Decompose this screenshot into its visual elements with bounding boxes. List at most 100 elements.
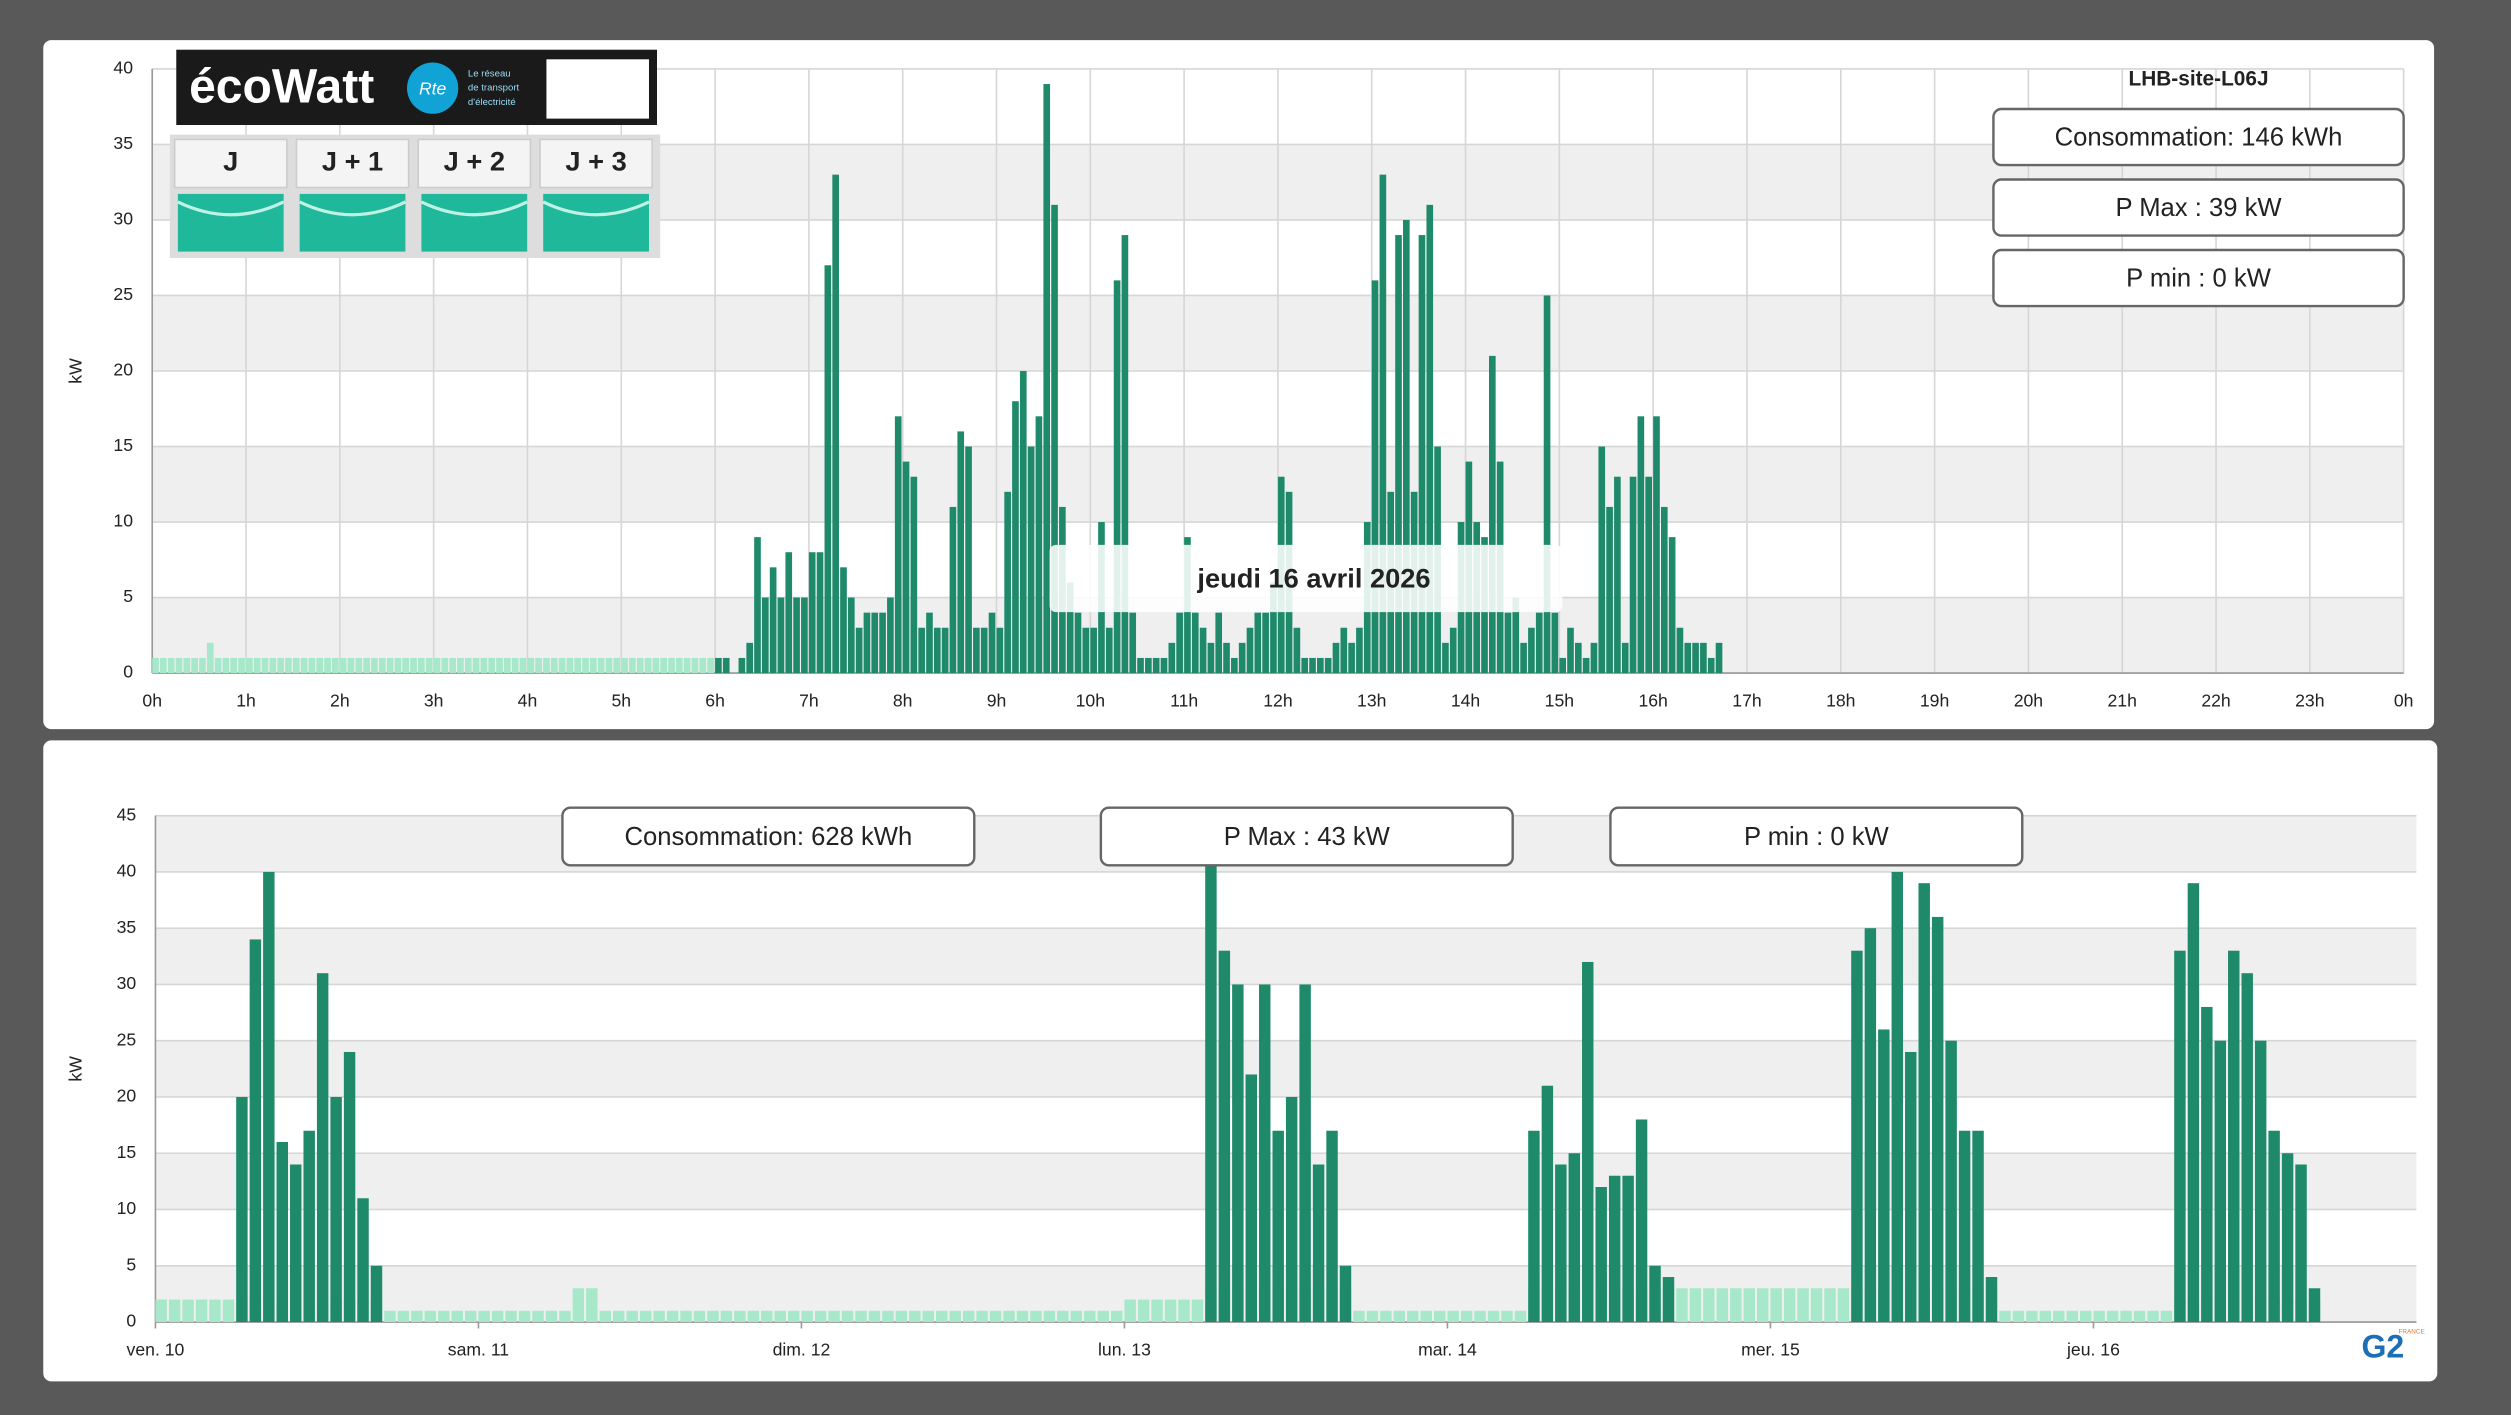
bar	[1958, 1130, 1971, 1323]
bar	[1514, 1310, 1527, 1323]
plots: 0 5 10 15 20 25 30 35 40 0h 1h 2h 3h 4h 5h 6h 7h 8h 9h 10h 1…	[66, 58, 2417, 1360]
x-tick-label: 19h	[1920, 691, 1949, 711]
y-tick-label: 35	[117, 917, 137, 937]
x-tick-label: 1h	[236, 691, 256, 711]
bar	[1689, 1288, 1702, 1323]
x-tick-label: ven. 10	[127, 1340, 185, 1360]
bar	[1191, 1299, 1204, 1323]
bar	[2106, 1310, 2119, 1323]
bar	[2053, 1310, 2065, 1323]
bar	[316, 973, 329, 1323]
y-tick-label: 0	[123, 662, 133, 682]
bar	[504, 657, 511, 674]
bar	[1205, 838, 1217, 1323]
bar	[1645, 476, 1652, 674]
bar	[394, 657, 402, 674]
bar	[1380, 1310, 1392, 1323]
x-tick-label: 20h	[2014, 691, 2043, 711]
bar	[518, 1310, 531, 1323]
x-tick-label: dim. 12	[773, 1340, 831, 1360]
bar	[1635, 1119, 1648, 1323]
bar	[464, 657, 472, 674]
bar	[1668, 537, 1676, 674]
bar	[1931, 916, 1944, 1323]
bar	[738, 657, 746, 674]
bar	[887, 597, 894, 674]
bar	[613, 657, 621, 674]
y-tick-label: 5	[123, 586, 133, 606]
bar	[1420, 1310, 1432, 1323]
bar	[1501, 1310, 1513, 1323]
bar	[292, 657, 300, 674]
bar	[832, 174, 839, 674]
bar	[621, 657, 628, 674]
bar	[599, 1310, 612, 1323]
bar	[1621, 642, 1629, 674]
bar	[785, 552, 793, 674]
bar	[183, 657, 191, 674]
stat-box	[1099, 806, 1514, 867]
bar	[532, 1310, 544, 1323]
bar	[1567, 627, 1574, 674]
bar	[550, 657, 558, 674]
bar	[1348, 642, 1355, 674]
bar	[1246, 627, 1254, 674]
bar	[1837, 1288, 1850, 1323]
bar	[386, 657, 394, 674]
bar	[973, 627, 980, 674]
bar	[629, 657, 636, 674]
rte-text: de transport	[468, 83, 520, 94]
bar	[246, 657, 253, 674]
bar	[1783, 1288, 1796, 1323]
bar	[1066, 582, 1074, 674]
x-tick-label: 5h	[611, 691, 631, 711]
stat-box	[1992, 107, 2405, 167]
y-tick-label: 5	[126, 1254, 136, 1274]
ecowatt-brand: écoWatt	[189, 59, 374, 113]
x-tick-label: 3h	[424, 691, 444, 711]
y-tick-label: 20	[117, 1086, 137, 1106]
bar	[909, 1310, 921, 1323]
bar	[1637, 416, 1645, 674]
bar	[2039, 1310, 2052, 1323]
bar	[290, 1164, 302, 1323]
x-tick-label: 7h	[799, 691, 819, 711]
x-tick-label: mar. 14	[1418, 1340, 1477, 1360]
bar	[1905, 1051, 1917, 1323]
bar	[1137, 657, 1144, 674]
bar	[644, 657, 652, 674]
bar	[488, 657, 496, 674]
stat-box	[561, 806, 976, 867]
day-wave	[542, 200, 650, 217]
bar	[1105, 627, 1113, 674]
bar	[902, 461, 910, 674]
bar	[1043, 1310, 1056, 1323]
bar	[425, 657, 433, 674]
bar	[330, 1096, 342, 1323]
y-tick-label: 15	[117, 1142, 137, 1162]
day-header	[417, 138, 532, 189]
bar	[801, 1310, 813, 1323]
bar	[1520, 642, 1527, 674]
bar	[1027, 446, 1035, 674]
bar	[1703, 1288, 1715, 1323]
x-tick-label: 18h	[1826, 691, 1855, 711]
bar	[1864, 928, 1877, 1323]
x-tick-label: sam. 11	[448, 1340, 509, 1360]
x-tick-label: 6h	[705, 691, 725, 711]
bar	[285, 657, 292, 674]
bar	[1543, 295, 1551, 674]
bar	[1178, 1299, 1190, 1323]
x-tick-label: 15h	[1545, 691, 1574, 711]
bar	[355, 657, 363, 674]
bar	[1113, 280, 1121, 674]
bar	[1598, 446, 1606, 674]
stat-text: P Max : 39 kW	[2115, 194, 2282, 222]
day-label: J + 1	[322, 146, 383, 177]
bar	[1649, 1265, 1661, 1323]
bar	[1121, 235, 1129, 674]
bar	[2147, 1310, 2159, 1323]
bar	[249, 939, 262, 1323]
bar	[1299, 984, 1311, 1323]
